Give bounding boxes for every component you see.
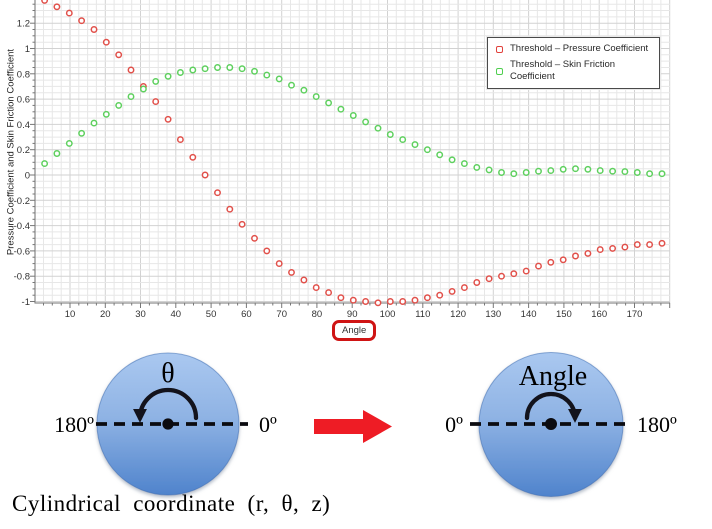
- svg-text:10: 10: [65, 309, 76, 320]
- skin-friction-marker-icon: [496, 67, 503, 75]
- legend-label-skin-friction: Threshold – Skin Friction Coefficient: [510, 59, 616, 82]
- svg-text:0.4: 0.4: [17, 120, 30, 131]
- left-circle-group: θ 180º 0º: [54, 352, 277, 496]
- svg-text:60: 60: [241, 309, 252, 320]
- svg-text:40: 40: [171, 309, 182, 320]
- x-axis-title: Angle: [342, 325, 367, 336]
- svg-text:50: 50: [206, 309, 217, 320]
- right-circle-group: Angle 0º 180º: [445, 352, 677, 497]
- transform-arrow: [314, 410, 392, 443]
- ccw-rotation-arrow-icon: [133, 387, 199, 423]
- series-pressure-coefficient: [41, 0, 666, 307]
- svg-text:1.2: 1.2: [17, 19, 30, 30]
- chart-grid: [35, 0, 671, 303]
- left-center-dot: [162, 418, 174, 430]
- svg-text:-0.4: -0.4: [14, 221, 30, 232]
- theta-label: θ: [161, 358, 174, 389]
- legend-label-pressure: Threshold – Pressure Coefficient: [510, 43, 649, 54]
- svg-text:0.8: 0.8: [17, 69, 30, 80]
- svg-text:-0.2: -0.2: [14, 196, 30, 207]
- left-circle-left-label: 180º: [54, 412, 94, 437]
- svg-text:0.6: 0.6: [17, 95, 30, 106]
- coordinate-diagram: θ 180º 0º Angle 0º 180º: [54, 352, 677, 497]
- svg-text:-0.6: -0.6: [14, 246, 30, 257]
- legend-item-skin-friction: Threshold – Skin Friction Coefficient: [496, 59, 651, 83]
- svg-text:1: 1: [25, 44, 30, 55]
- pressure-marker-icon: [496, 45, 503, 53]
- svg-text:120: 120: [450, 309, 466, 320]
- svg-text:30: 30: [135, 309, 146, 320]
- diagram-caption: Cylindrical coordinate (r, θ, z): [12, 491, 331, 516]
- svg-text:80: 80: [312, 309, 323, 320]
- scatter-chart: 10 20 30 40 50 60 70 80 90 100 110 120 130 140 150 160 1…: [14, 0, 671, 320]
- svg-text:20: 20: [100, 309, 111, 320]
- svg-text:-0.8: -0.8: [14, 272, 30, 283]
- svg-text:100: 100: [380, 309, 396, 320]
- right-circle-right-label: 180º: [637, 412, 677, 437]
- x-tick-labels: 10 20 30 40 50 60 70 80 90 100 110 120 130 140 150 160 1…: [65, 309, 643, 320]
- svg-text:110: 110: [415, 309, 430, 320]
- svg-text:-1: -1: [22, 297, 30, 308]
- svg-text:70: 70: [276, 309, 287, 320]
- cw-rotation-arrow-icon: [524, 391, 582, 423]
- svg-text:0.2: 0.2: [17, 145, 30, 156]
- legend-item-pressure: Threshold – Pressure Coefficient: [496, 43, 651, 55]
- svg-text:0: 0: [25, 171, 30, 182]
- svg-text:90: 90: [347, 309, 358, 320]
- chart-legend: Threshold – Pressure Coefficient Thresho…: [487, 37, 660, 89]
- right-circle-left-label: 0º: [445, 412, 463, 437]
- angle-title-label: Angle: [519, 361, 587, 392]
- right-center-dot: [545, 418, 557, 430]
- y-tick-labels: 1.2 1 0.8 0.6 0.4 0.2 0 -0.2 -0.4 -0.6 -0.8 -1: [14, 19, 30, 308]
- svg-text:140: 140: [521, 309, 537, 320]
- left-circle-right-label: 0º: [259, 412, 277, 437]
- x-axis-title-box: Angle: [332, 320, 377, 341]
- svg-text:130: 130: [485, 309, 501, 320]
- series-skin-friction-coefficient: [41, 64, 666, 178]
- svg-text:170: 170: [627, 309, 643, 320]
- svg-text:160: 160: [591, 309, 607, 320]
- svg-text:150: 150: [556, 309, 572, 320]
